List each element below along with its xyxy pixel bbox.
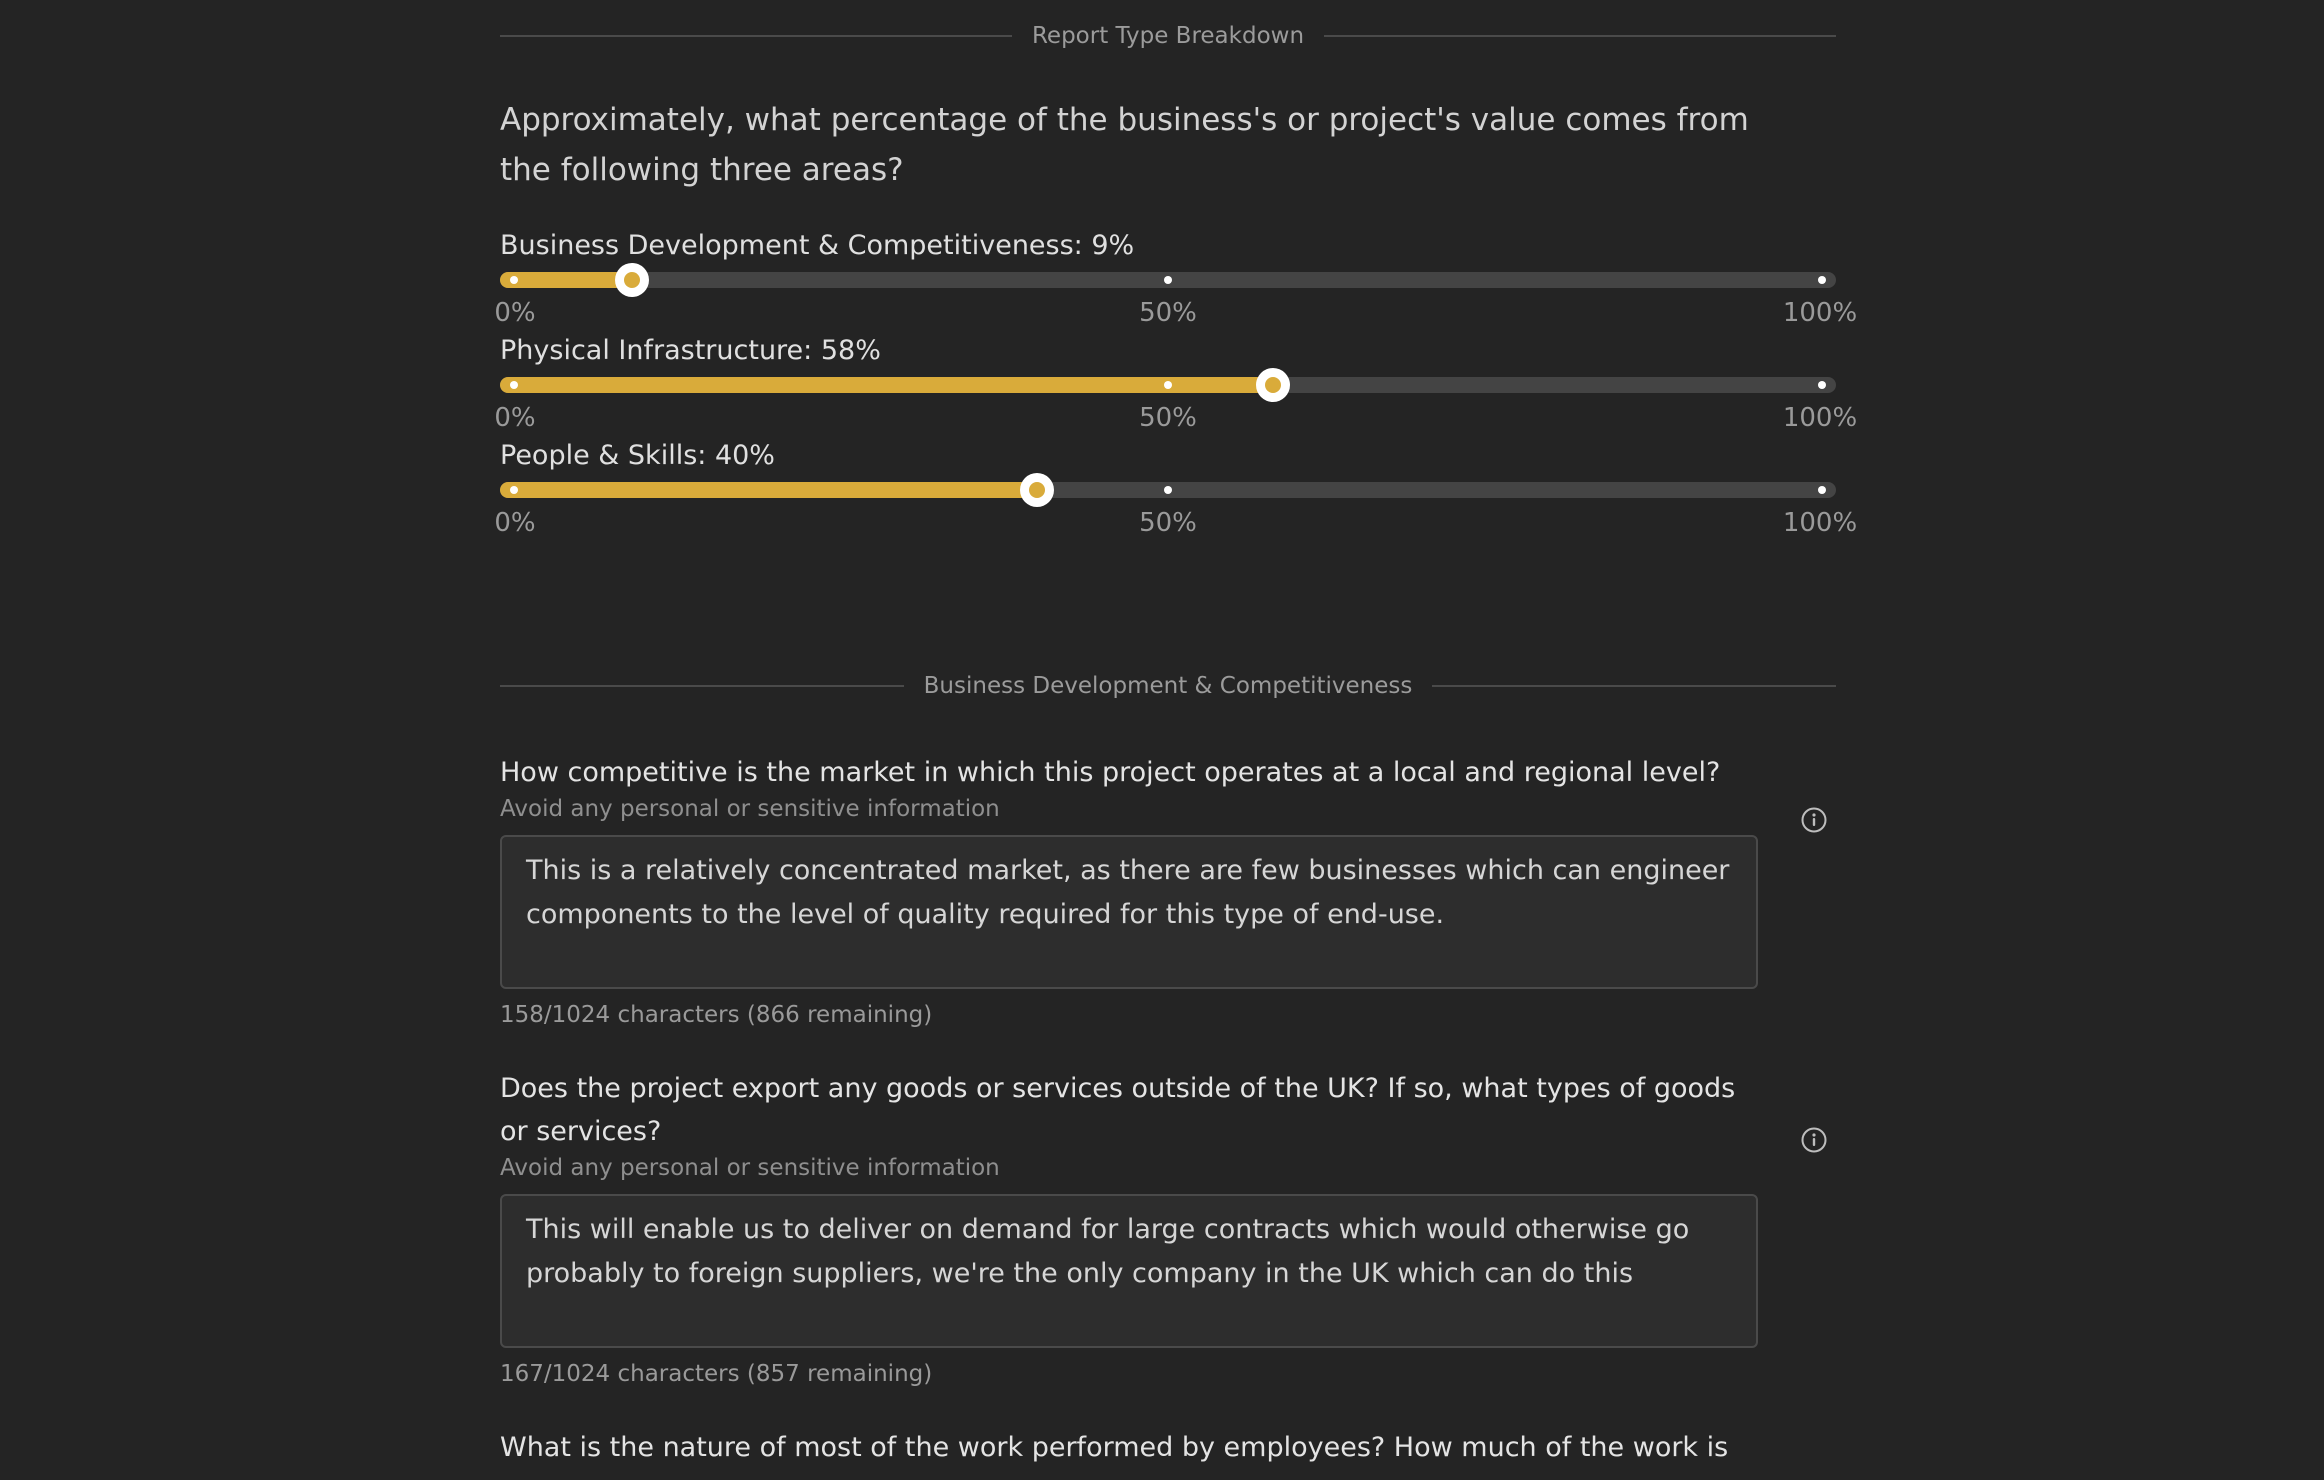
slider-fill — [500, 272, 632, 288]
slider-thumb-dot — [1029, 482, 1046, 498]
slider-tick — [1164, 276, 1172, 284]
question-label-exports: Does the project export any goods or ser… — [500, 1073, 1736, 1147]
axis-label-min: 0% — [494, 508, 536, 538]
question-label-market-competition: How competitive is the market in which t… — [500, 757, 1721, 788]
question-hint: Avoid any personal or sensitive informat… — [500, 796, 1000, 822]
character-counter: 167/1024 characters (857 remaining) — [500, 1361, 933, 1387]
divider-line-right — [1432, 685, 1836, 687]
section-divider-label: Report Type Breakdown — [1031, 23, 1305, 49]
slider-people-skills: People & Skills: 40% 0% 50% 100% — [494, 440, 1857, 550]
slider-thumb[interactable] — [614, 263, 649, 297]
axis-label-min: 0% — [494, 298, 536, 328]
slider-tick — [1818, 381, 1826, 389]
answer-textarea-exports[interactable]: This will enable us to deliver on demand… — [500, 1194, 1758, 1348]
slider-business-development: Business Development & Competitiveness: … — [494, 230, 1857, 340]
slider-tick — [510, 486, 518, 494]
report-type-divider: Report Type Breakdown — [500, 16, 1837, 56]
axis-label-min: 0% — [494, 403, 536, 433]
slider-track[interactable] — [500, 263, 1836, 297]
slider-tick — [510, 276, 518, 284]
axis-label-mid: 50% — [1139, 298, 1197, 328]
axis-label-max: 100% — [1782, 508, 1858, 538]
slider-tick — [1818, 276, 1826, 284]
slider-tick — [1164, 381, 1172, 389]
question-hint: Avoid any personal or sensitive informat… — [500, 1155, 1000, 1181]
divider-line-left — [500, 35, 1012, 37]
divider-line-left — [500, 685, 904, 687]
slider-tick — [1818, 486, 1826, 494]
character-counter: 158/1024 characters (866 remaining) — [500, 1002, 933, 1028]
slider-tick — [510, 381, 518, 389]
axis-label-mid: 50% — [1139, 508, 1197, 538]
section-divider-label: Business Development & Competitiveness — [923, 673, 1413, 699]
slider-label: Business Development & Competitiveness: … — [500, 230, 1135, 261]
slider-label: Physical Infrastructure: 58% — [500, 335, 881, 366]
slider-label: People & Skills: 40% — [500, 440, 775, 471]
info-icon[interactable] — [1800, 1126, 1828, 1154]
axis-label-max: 100% — [1782, 298, 1858, 328]
divider-line-right — [1324, 35, 1837, 37]
slider-thumb-dot — [1264, 377, 1281, 393]
axis-label-max: 100% — [1782, 403, 1858, 433]
slider-physical-infrastructure: Physical Infrastructure: 58% 0% 50% 100% — [494, 335, 1857, 445]
info-icon[interactable] — [1800, 806, 1828, 834]
slider-track[interactable] — [500, 473, 1836, 507]
answer-textarea-market-competition[interactable]: This is a relatively concentrated market… — [500, 835, 1758, 989]
slider-track[interactable] — [500, 368, 1836, 402]
slider-tick — [1164, 486, 1172, 494]
bdc-divider: Business Development & Competitiveness — [500, 666, 1836, 706]
slider-thumb[interactable] — [1020, 473, 1055, 507]
slider-fill — [500, 482, 1038, 498]
slider-thumb-dot — [623, 272, 640, 288]
slider-thumb[interactable] — [1255, 368, 1290, 402]
question-label-employee-work: What is the nature of most of the work p… — [500, 1432, 1729, 1463]
axis-label-mid: 50% — [1139, 403, 1197, 433]
percentage-question: Approximately, what percentage of the bu… — [500, 102, 1749, 188]
slider-fill — [500, 377, 1273, 393]
